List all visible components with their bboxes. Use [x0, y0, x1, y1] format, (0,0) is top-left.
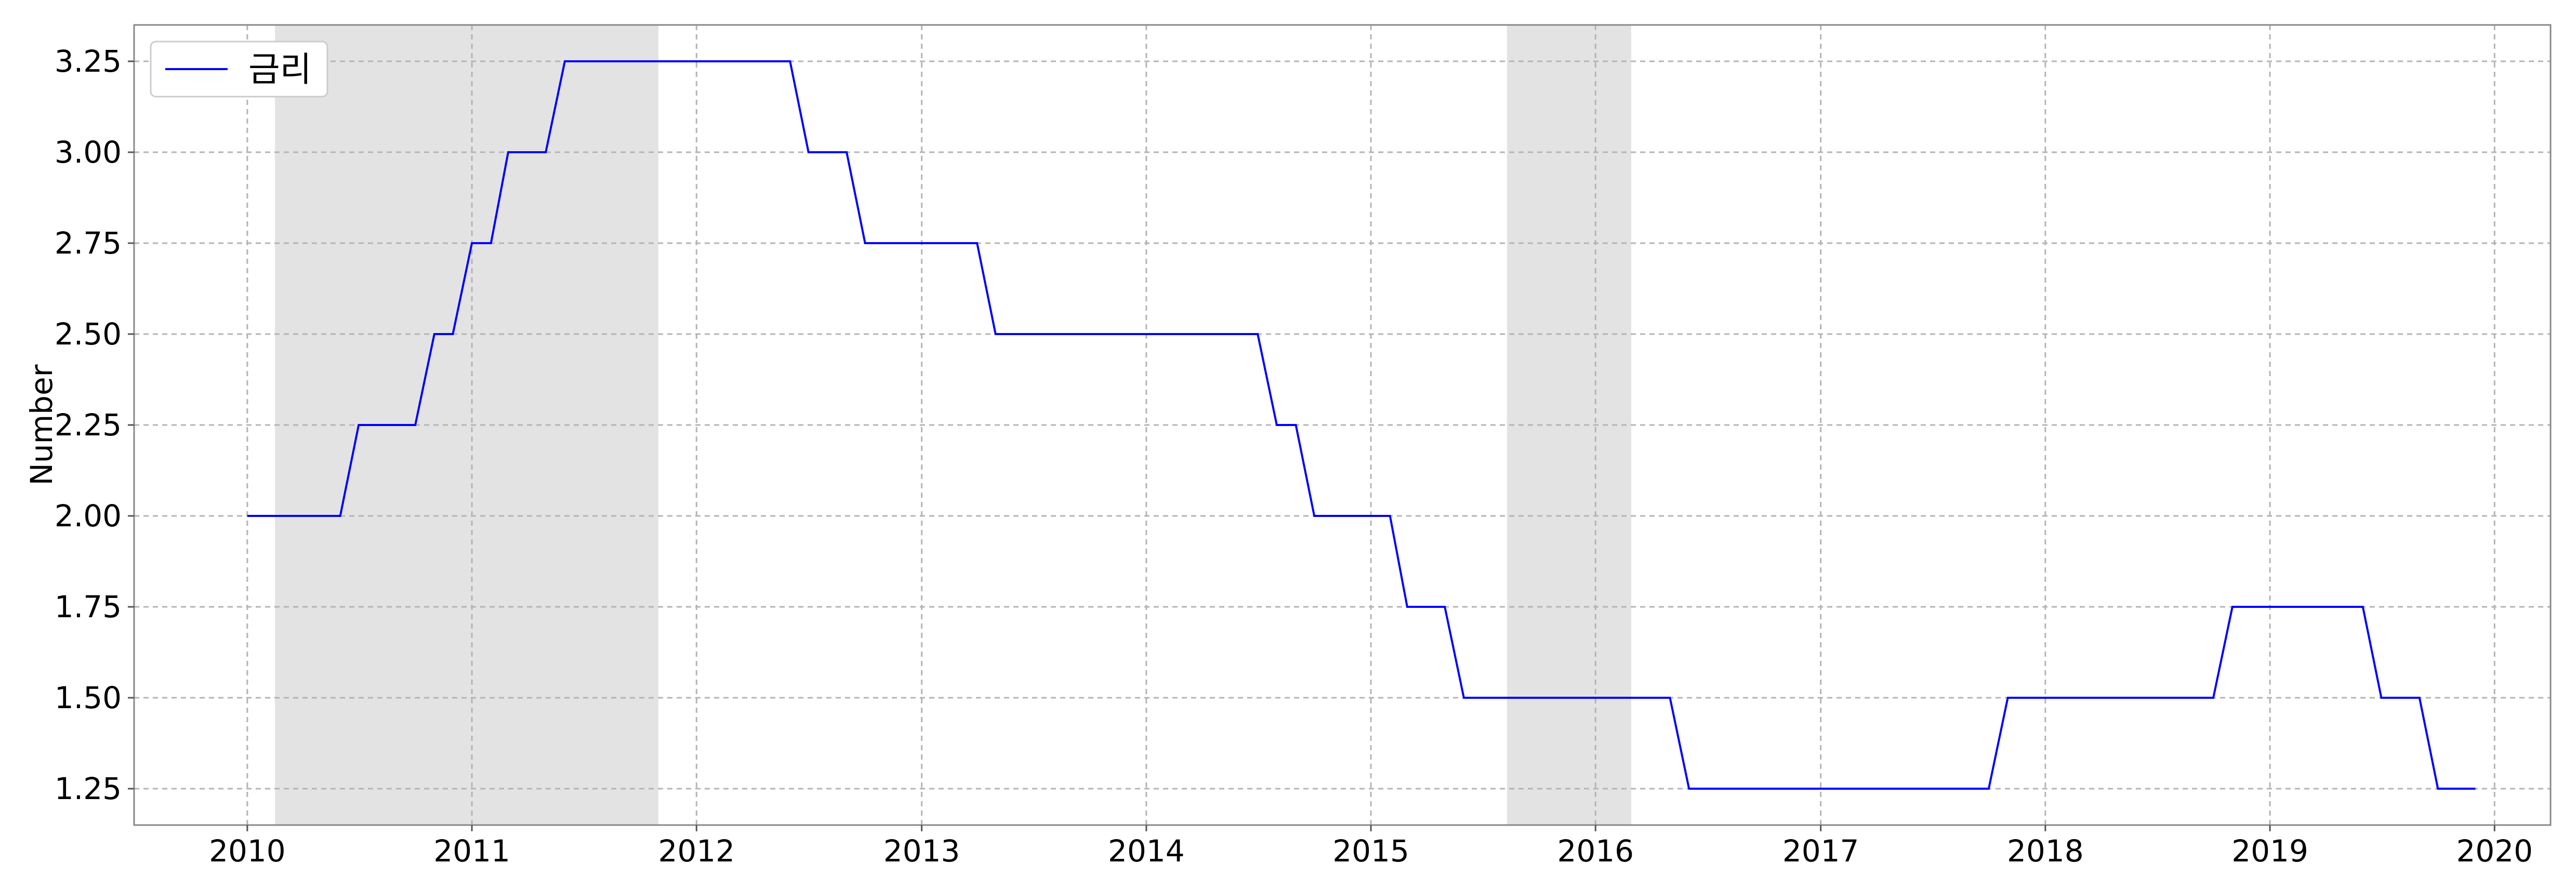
legend: 금리 [150, 41, 328, 98]
y-tick-label-3.00: 3.00 [55, 135, 122, 170]
x-tick-label-2019: 2019 [2231, 833, 2308, 869]
x-tick-label-2012: 2012 [658, 833, 735, 869]
y-tick-label-1.75: 1.75 [55, 589, 122, 625]
legend-box [150, 41, 328, 98]
y-tick-label-3.25: 3.25 [55, 44, 122, 79]
grid [134, 25, 2551, 825]
x-tick-label-2013: 2013 [883, 833, 960, 869]
y-tick-label-2.75: 2.75 [55, 225, 122, 261]
y-tick-label-1.25: 1.25 [55, 771, 122, 806]
series-layer [247, 60, 2476, 790]
y-axis-ticks: 1.25 1.50 1.75 2.00 2.25 2.50 2.75 3.00 3.25 [55, 44, 134, 806]
series-line-0 [247, 60, 2476, 790]
y-tick-label-2.25: 2.25 [55, 407, 122, 443]
x-tick-label-2010: 2010 [209, 833, 286, 869]
legend-label-rate: 금리 [248, 49, 311, 89]
x-tick-label-2014: 2014 [1108, 833, 1185, 869]
x-tick-label-2011: 2011 [433, 833, 510, 869]
x-axis-ticks: 2010 2011 2012 2013 2014 2015 2016 2017 2018 2019… [209, 825, 2533, 869]
x-tick-label-2015: 2015 [1332, 833, 1409, 869]
x-tick-label-2017: 2017 [1782, 833, 1859, 869]
y-tick-label-1.50: 1.50 [55, 680, 122, 715]
x-tick-label-2016: 2016 [1557, 833, 1634, 869]
y-tick-label-2.50: 2.50 [55, 316, 122, 352]
x-tick-label-2018: 2018 [2007, 833, 2084, 869]
y-axis-label: Number [24, 364, 59, 485]
x-tick-label-2020: 2020 [2456, 833, 2533, 869]
y-tick-label-2.00: 2.00 [55, 498, 122, 534]
